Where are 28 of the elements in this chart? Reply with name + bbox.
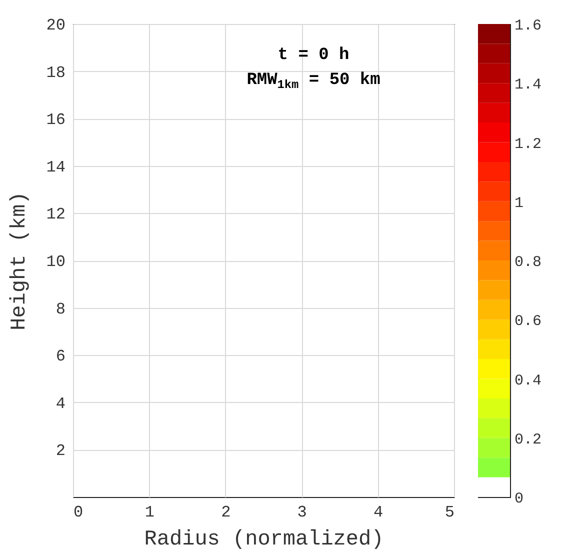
color-bar-label: 0.4 [514,372,542,390]
x-axis-title: Radius (normalized) [144,528,384,552]
color-bar-label: 1.2 [514,136,542,153]
y-tick-label: 2 [56,442,66,460]
color-bar-label: 0.8 [514,254,542,271]
y-tick-label: 20 [46,16,66,34]
y-tick-label: 4 [56,394,66,413]
color-bar-label: 0.2 [514,431,542,448]
x-tick-label: 0 [74,504,84,522]
y-axis-title: Height (km) [8,192,32,330]
color-bar-label: 1.4 [514,76,542,94]
y-tick-label: 10 [46,253,66,271]
color-bar-label: 1 [514,194,524,212]
y-tick-label: 14 [46,158,66,176]
color-bar-label: 0 [514,490,524,508]
x-tick-label: 1 [144,504,155,522]
color-bar-label: 0.6 [514,313,542,330]
y-tick-label: 6 [56,348,66,366]
y-tick-label: 12 [46,206,66,224]
y-tick-label: 8 [56,300,66,318]
color-bar-label: 1.6 [514,18,542,34]
annotation: t = 0 h [278,46,350,65]
x-tick-label: 3 [297,504,307,522]
y-tick-label: 16 [46,111,66,130]
x-tick-label: 4 [373,504,384,522]
x-tick-label: 5 [444,504,454,522]
y-tick-label: 18 [46,64,66,82]
x-tick-label: 2 [221,504,231,522]
